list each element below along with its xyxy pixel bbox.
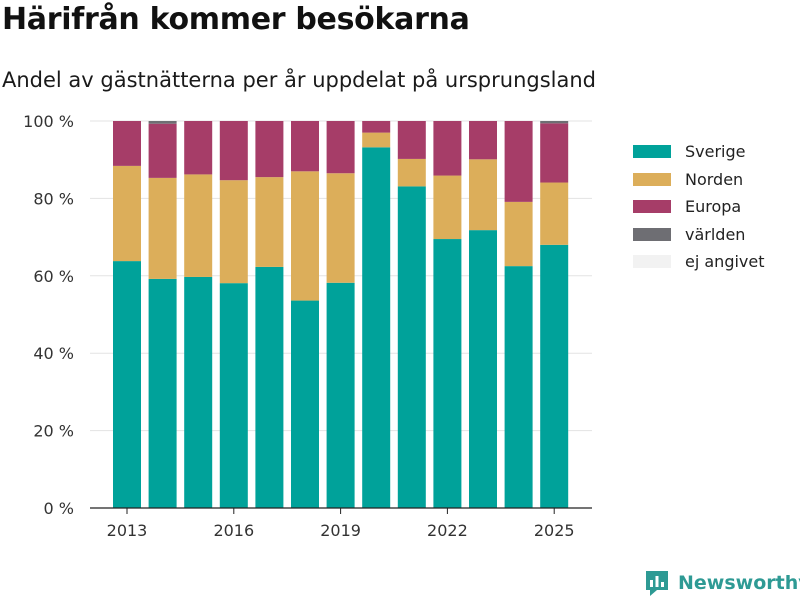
bar-segment-sverige [184,276,213,508]
chart-title: Härifrån kommer besökarna [2,2,470,37]
bar-segment-norden [291,171,319,301]
legend-swatch [633,172,671,186]
bar-segment-europa [291,121,319,172]
bar-segment-europa [433,121,462,176]
y-tick-label: 60 % [33,267,74,286]
bar-segment-sverige [291,300,319,508]
y-tick-label: 80 % [33,189,74,208]
bar-segment-sverige [326,282,355,508]
legend-item: världen [633,221,765,249]
legend-item: ej angivet [633,248,765,276]
bar-segment-europa [540,123,569,183]
x-tick-label: 2013 [107,521,148,540]
bar-group-2017 [255,121,284,508]
legend-swatch [633,145,671,159]
bar-group-2019 [326,121,355,508]
legend-item: Norden [633,166,765,194]
legend-label: Norden [685,169,744,189]
bar-group-2013 [113,121,141,508]
bar-segment-sverige [540,244,569,508]
legend-swatch [633,200,671,214]
bar-segment-sverige [397,186,426,508]
y-tick-label: 100 % [23,112,74,131]
chart-subtitle: Andel av gästnätterna per år uppdelat på… [2,68,596,92]
bar-group-2025 [540,121,569,508]
bar-segment-norden [397,158,426,187]
legend-label: ej angivet [685,252,765,272]
bar-segment-sverige [433,239,462,508]
bar-group-2022 [433,121,462,508]
bar-segment-sverige [504,266,533,508]
axes: 0 % 20 % 40 % 60 % 80 % 100 % 2013 2016 2019 2022… [23,112,592,540]
bar-segment-europa [504,121,533,202]
legend: Sverige Norden Europa världen ej angivet [633,138,765,276]
x-tick-label: 2025 [534,521,575,540]
bar-segment-norden [504,201,533,267]
x-tick-label: 2016 [213,521,254,540]
bar-segment-europa [148,123,177,178]
bar-segment-europa [113,121,141,166]
legend-label: Europa [685,197,742,217]
bar-segment-europa [362,121,391,133]
y-tick-label: 0 % [44,499,74,518]
bar-group-2014 [148,121,177,508]
bar-segment-europa [219,121,248,181]
bar-segment-europa [255,121,284,178]
bar-segment-världen [148,121,177,124]
y-tick-label: 20 % [33,422,74,441]
x-tick-label: 2022 [427,521,468,540]
bar-segment-sverige [255,266,284,508]
bar-segment-norden [255,177,284,267]
bar-group-2024 [504,121,533,508]
y-tick-label: 40 % [33,344,74,363]
bar-group-2018 [291,121,319,508]
bar-segment-norden [148,177,177,279]
bar-segment-världen [540,121,569,124]
bar-segment-norden [184,174,213,277]
bar-segment-norden [433,175,462,240]
bar-segment-norden [326,173,355,283]
bar-group-2015 [184,121,213,508]
bar-segment-norden [362,132,391,148]
legend-item: Sverige [633,138,765,166]
bar-segment-norden [540,182,569,245]
bar-segment-sverige [362,147,391,509]
bar-segment-sverige [113,261,141,508]
bar-segment-europa [469,121,497,160]
bar-segment-norden [219,180,248,284]
bar-group-2020 [362,121,391,509]
bar-segment-europa [397,121,426,159]
x-tick-label: 2019 [320,521,361,540]
legend-label: Sverige [685,142,746,162]
bar-segment-sverige [219,283,248,508]
brand-name: Newsworthy [678,572,800,594]
brand-logo: Newsworthy [644,569,800,597]
bar-group-2016 [219,121,248,508]
legend-swatch [633,227,671,241]
newsworthy-logo-icon [646,571,668,596]
bar-segment-sverige [148,278,177,508]
bars [113,121,569,509]
legend-label: världen [685,224,746,244]
bar-segment-norden [113,165,141,262]
legend-item: Europa [633,193,765,221]
bar-segment-norden [469,159,497,231]
bar-group-2021 [397,121,426,508]
bar-group-2023 [469,121,497,508]
bar-segment-europa [326,121,355,174]
bar-segment-europa [184,121,213,175]
bar-segment-sverige [469,230,497,508]
legend-swatch [633,255,671,269]
